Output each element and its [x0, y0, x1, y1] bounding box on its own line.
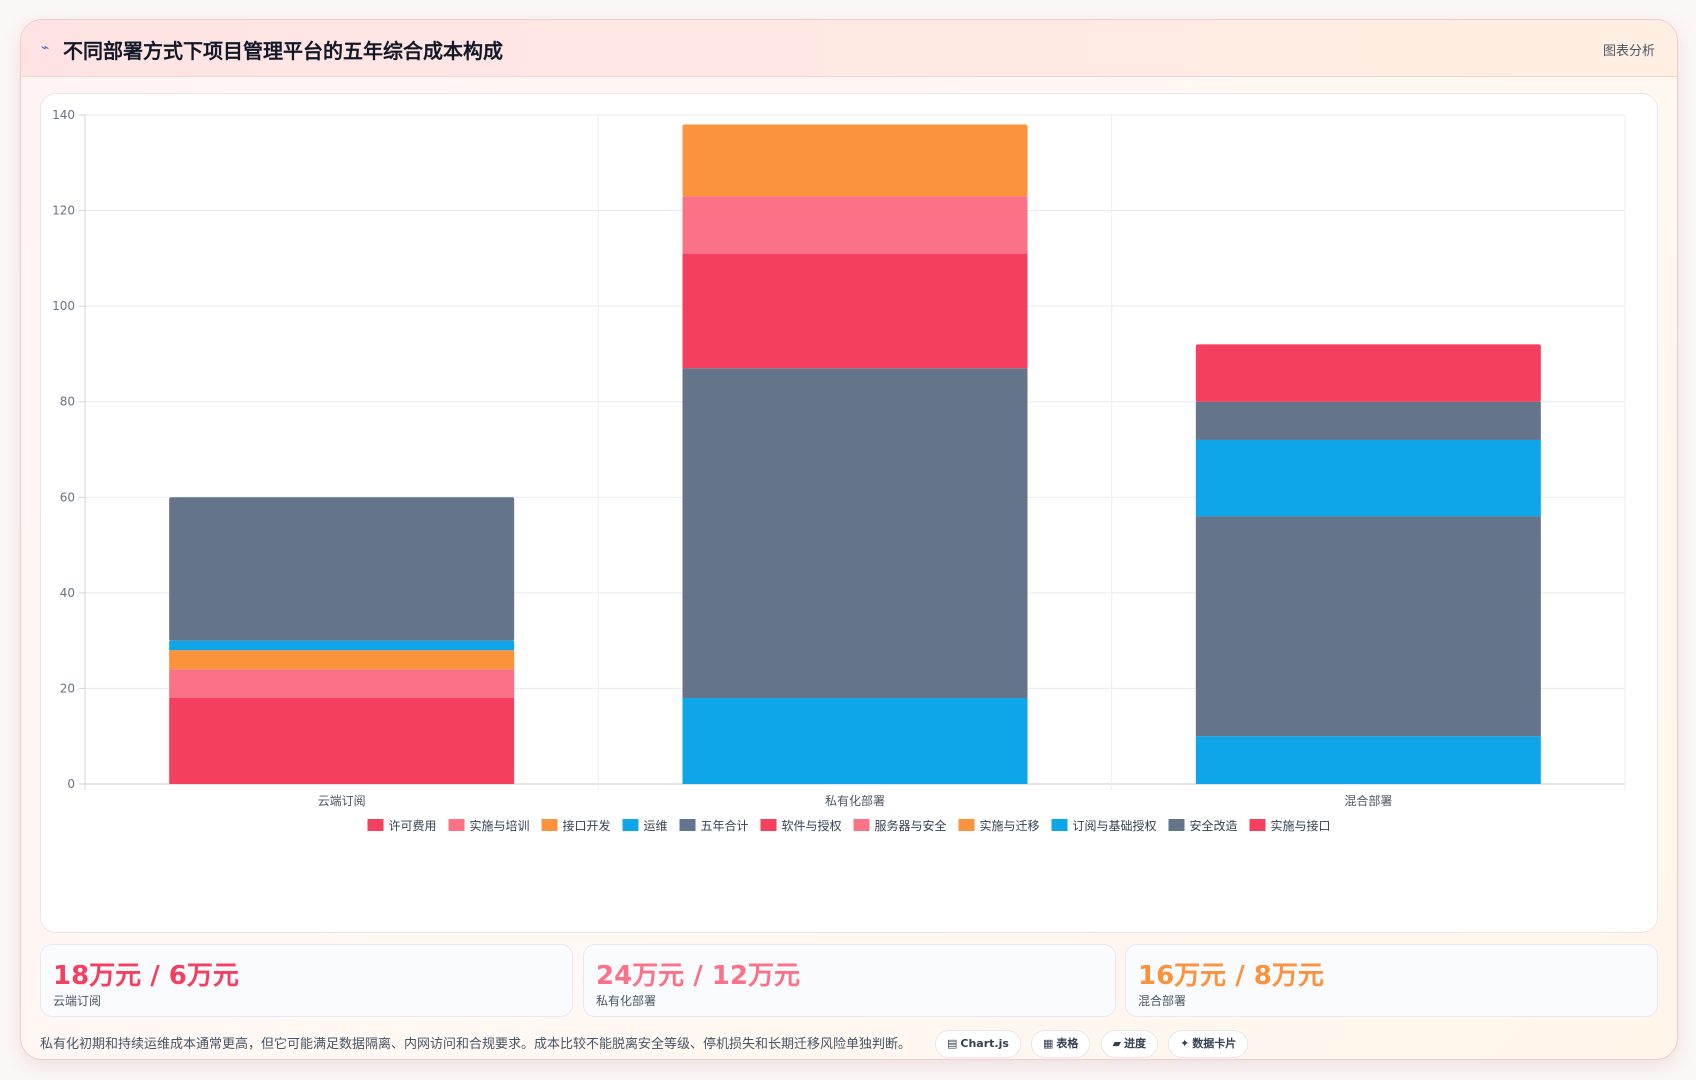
legend-label: 实施与培训: [470, 818, 530, 833]
bar-segment: [1195, 401, 1541, 440]
bar-segment: [1195, 344, 1541, 402]
legend-label: 接口开发: [563, 818, 611, 833]
bar-segment: [169, 640, 515, 651]
legend-label: 实施与迁移: [980, 818, 1040, 833]
legend-swatch: [541, 819, 558, 831]
x-tick-label: 私有化部署: [825, 793, 885, 808]
legend-swatch: [958, 819, 975, 831]
legend-label: 安全改造: [1190, 818, 1238, 833]
legend-label: 软件与授权: [782, 818, 842, 833]
x-tick-label: 混合部署: [1344, 793, 1392, 808]
legend-label: 实施与接口: [1271, 818, 1331, 833]
y-tick-label: 120: [52, 204, 75, 218]
chip-label: 表格: [1056, 1037, 1079, 1050]
legend-swatch: [1249, 819, 1266, 831]
bar-segment: [169, 497, 515, 641]
legend-swatch: [622, 819, 639, 831]
x-tick-label: 云端订阅: [318, 794, 366, 808]
card-header: ⌁ 不同部署方式下项目管理平台的五年综合成本构成 图表分析: [21, 20, 1677, 77]
chip-chartjs[interactable]: ▤ Chart.js: [935, 1030, 1021, 1058]
stat-card-cloud: 18万元 / 6万元 云端订阅: [40, 944, 573, 1017]
bar-segment: [682, 196, 1028, 254]
bar-segment: [682, 124, 1028, 197]
y-tick-label: 80: [60, 395, 75, 409]
stat-card-private: 24万元 / 12万元 私有化部署: [583, 944, 1116, 1017]
legend-swatch: [853, 819, 870, 831]
chart-analysis-link[interactable]: 图表分析: [1602, 44, 1655, 59]
y-tick-label: 60: [60, 490, 75, 504]
y-tick-label: 0: [67, 777, 75, 791]
bar-segment: [169, 697, 515, 784]
stat-value: 24万元 / 12万元: [596, 961, 800, 991]
bar-segment: [169, 650, 515, 670]
legend-label: 服务器与安全: [875, 818, 947, 833]
sparkle-icon: ✦: [1180, 1037, 1190, 1050]
feature-chips: ▤ Chart.js ▦ 表格 ▰ 进度 ✦ 数据卡片: [935, 1030, 1253, 1058]
chip-table[interactable]: ▦ 表格: [1031, 1030, 1091, 1058]
legend-swatch: [1051, 819, 1068, 831]
legend-label: 许可费用: [389, 819, 437, 833]
bar-segment: [682, 697, 1028, 784]
legend-swatch: [448, 819, 465, 831]
legend-swatch: [679, 819, 696, 831]
chart-line-icon: ⌁: [41, 40, 50, 56]
chart-icon: ▤: [947, 1037, 958, 1050]
legend-label: 运维: [644, 819, 668, 833]
stat-value: 18万元 / 6万元: [53, 961, 239, 991]
y-tick-label: 140: [52, 108, 75, 122]
bar-segment: [1195, 736, 1541, 784]
legend-swatch: [1168, 819, 1185, 831]
stat-label: 云端订阅: [53, 994, 102, 1008]
chip-label: 数据卡片: [1192, 1037, 1237, 1050]
progress-icon: ▰: [1112, 1037, 1121, 1050]
legend-swatch: [760, 819, 777, 831]
chart-panel: 0 20 40 60 80 100 120 140 云端订阅 私有化部署 混合部署许可费用 实施与培训…: [40, 93, 1658, 933]
legend-swatch: [367, 819, 384, 831]
chart-card: ⌁ 不同部署方式下项目管理平台的五年综合成本构成 图表分析 0 20 40 60 80 1…: [20, 19, 1678, 1060]
stat-value: 16万元 / 8万元: [1138, 961, 1324, 991]
stat-label: 混合部署: [1138, 994, 1187, 1008]
bar-segment: [682, 368, 1028, 698]
legend-label: 订阅与基础授权: [1073, 818, 1157, 833]
chip-label: 进度: [1123, 1037, 1146, 1050]
y-tick-label: 20: [60, 681, 75, 695]
chip-data-card[interactable]: ✦ 数据卡片: [1168, 1030, 1249, 1058]
page-title: 不同部署方式下项目管理平台的五年综合成本构成: [63, 39, 503, 63]
stat-card-hybrid: 16万元 / 8万元 混合部署: [1125, 944, 1658, 1017]
chip-label: Chart.js: [960, 1037, 1009, 1050]
footnote: 私有化初期和持续运维成本通常更高，但它可能满足数据隔离、内网访问和合规要求。成本…: [40, 1037, 912, 1052]
y-tick-label: 40: [60, 586, 75, 600]
stat-label: 私有化部署: [596, 994, 657, 1008]
y-tick-label: 100: [52, 299, 75, 313]
bar-segment: [1195, 439, 1541, 517]
chip-progress[interactable]: ▰ 进度: [1100, 1030, 1158, 1058]
bar-segment: [1195, 516, 1541, 737]
bar-segment: [169, 669, 515, 698]
table-icon: ▦: [1043, 1037, 1054, 1050]
legend-label: 五年合计: [701, 818, 749, 833]
bar-segment: [682, 253, 1028, 369]
